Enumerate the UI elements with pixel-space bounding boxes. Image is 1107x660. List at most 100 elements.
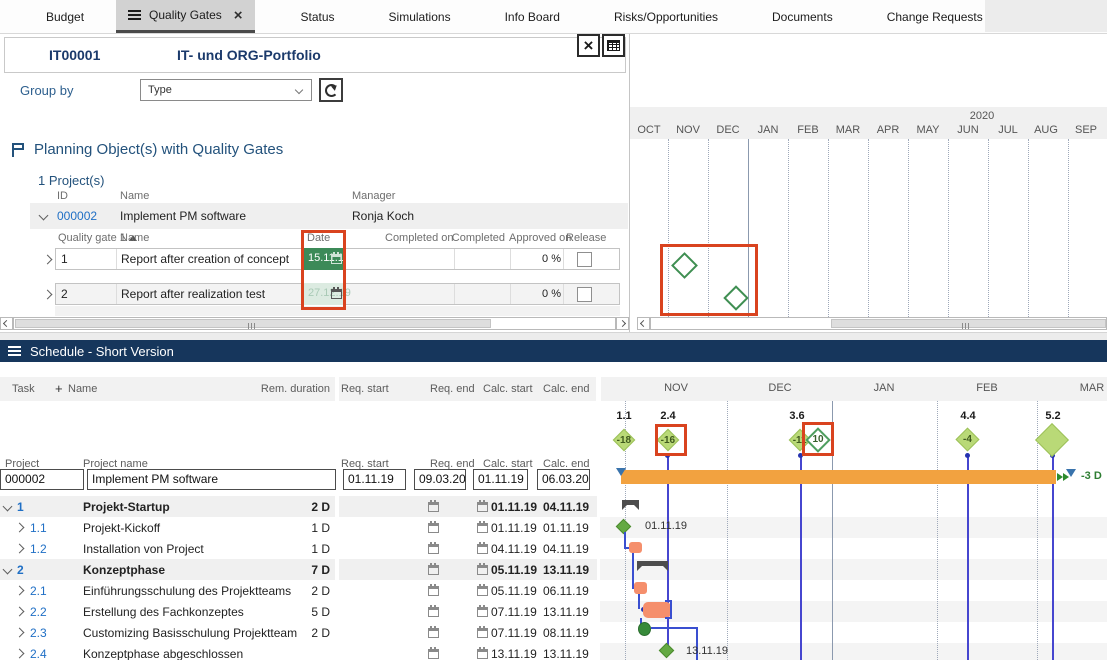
milestone-diamond[interactable]: -4 [955, 427, 980, 452]
horizontal-scrollbar[interactable] [13, 317, 616, 330]
milestone-diamond[interactable]: -18 [612, 428, 636, 452]
scrollbar-thumb[interactable] [15, 319, 491, 329]
calendar-icon[interactable] [477, 584, 488, 596]
calendar-icon[interactable] [428, 626, 439, 638]
project-name-input[interactable]: Implement PM software [87, 469, 336, 490]
task-bar[interactable] [629, 542, 642, 553]
task-calc-end: 04.11.19 [543, 500, 590, 514]
add-task-button[interactable]: + [55, 381, 63, 396]
menu-icon[interactable] [8, 350, 21, 352]
expand-icon[interactable] [14, 543, 25, 554]
gridline [1028, 139, 1029, 317]
calendar-icon[interactable] [477, 647, 488, 659]
task-calc-end: 01.11.19 [543, 521, 589, 535]
gate-col-header[interactable]: Quality gate 1 [58, 232, 137, 244]
task-number[interactable]: 2.2 [30, 605, 47, 619]
expand-icon[interactable] [14, 627, 25, 638]
tab-simulations[interactable]: Simulations [388, 9, 451, 24]
calendar-icon[interactable] [477, 500, 488, 512]
task-rem-duration: 5 D [311, 605, 330, 619]
date-column-highlight [301, 230, 346, 310]
expand-icon[interactable] [14, 585, 25, 596]
task-progress-oval[interactable] [638, 622, 651, 636]
expand-icon[interactable] [14, 648, 25, 659]
expand-gate-icon[interactable] [42, 254, 53, 265]
summary-bar[interactable] [622, 500, 639, 510]
calc-end-input[interactable]: 06.03.20 [537, 469, 590, 490]
expand-icon[interactable] [14, 606, 25, 617]
task-number[interactable]: 2.3 [30, 626, 47, 640]
tab-risks-opportunities[interactable]: Risks/Opportunities [613, 9, 718, 24]
calc-start-input[interactable]: 01.11.19 [473, 469, 528, 490]
scrollbar-thumb[interactable] [831, 319, 1106, 329]
task-number[interactable]: 1.2 [30, 542, 47, 556]
task-number[interactable]: 1.1 [30, 521, 47, 535]
milestone-stem [967, 455, 969, 660]
month-label: APR [876, 124, 900, 136]
calendar-icon[interactable] [428, 605, 439, 617]
expand-icon[interactable] [14, 522, 25, 533]
calendar-icon[interactable] [428, 521, 439, 533]
task-number[interactable]: 1 [17, 500, 24, 514]
task-row[interactable]: 2.3 Customizing Basisschulung Projekttea… [0, 622, 597, 643]
task-number[interactable]: 2 [17, 563, 24, 577]
scroll-left-button[interactable] [0, 317, 13, 330]
calendar-icon[interactable] [428, 647, 439, 659]
task-number[interactable]: 2.1 [30, 584, 47, 598]
calendar-icon[interactable] [477, 605, 488, 617]
task-row[interactable]: 2.4 Konzeptphase abgeschlossen 13.11.19 … [0, 643, 597, 660]
scroll-right-button[interactable] [616, 317, 629, 330]
task-row[interactable]: 2.2 Erstellung des Fachkonzeptes 5 D 07.… [0, 601, 597, 622]
tab-status[interactable]: Status [300, 9, 335, 24]
task-row[interactable]: 2.1 Einführungsschulung des Projektteams… [0, 580, 597, 601]
gate-date-cell[interactable]: 15.11.19 [304, 248, 350, 270]
tab-documents[interactable]: Documents [772, 9, 833, 24]
gantt-header-band [601, 377, 1107, 401]
calendar-icon[interactable] [477, 626, 488, 638]
req-start-input[interactable]: 01.11.19 [343, 469, 406, 490]
collapse-icon[interactable] [2, 501, 13, 512]
task-calc-start: 07.11.19 [491, 605, 537, 619]
project-id-link[interactable]: 000002 [57, 209, 98, 223]
req-end-input[interactable]: 09.03.20 [414, 469, 466, 490]
col-project-name: Project name [83, 458, 148, 470]
year-label: 2020 [969, 110, 995, 122]
close-icon[interactable]: × [233, 6, 243, 24]
gate-number: 1 [61, 252, 68, 266]
task-bar[interactable] [634, 582, 647, 594]
task-row[interactable]: 1.1 Projekt-Kickoff 1 D 01.11.19 01.11.1… [0, 517, 597, 538]
task-row[interactable]: 2 Konzeptphase 7 D 05.11.19 13.11.19 [0, 559, 597, 580]
tab-quality-gates[interactable]: Quality Gates × [116, 0, 255, 33]
calendar-icon[interactable] [477, 542, 488, 554]
summary-bar[interactable] [637, 561, 668, 571]
collapse-icon[interactable] [2, 564, 13, 575]
refresh-button[interactable] [319, 78, 343, 102]
project-summary-bar[interactable] [621, 470, 1056, 484]
horizontal-scrollbar[interactable] [650, 317, 1107, 330]
calendar-icon[interactable] [428, 584, 439, 596]
milestone-diamond[interactable] [1035, 423, 1069, 457]
tab-change-requests[interactable]: Change Requests [886, 9, 983, 24]
calendar-icon[interactable] [428, 542, 439, 554]
tab-budget[interactable]: Budget [46, 9, 85, 24]
calendar-icon[interactable] [428, 563, 439, 575]
calendar-icon[interactable] [428, 500, 439, 512]
delete-button[interactable]: × [577, 34, 600, 57]
gate-date-cell[interactable]: 27.12.19 [304, 283, 351, 305]
release-checkbox[interactable] [577, 287, 592, 302]
task-bar[interactable] [643, 602, 671, 618]
project-row[interactable] [30, 203, 628, 229]
tab-info-board[interactable]: Info Board [504, 9, 560, 24]
group-by-select[interactable]: Type [140, 79, 312, 101]
task-row[interactable]: 1 Projekt-Startup 2 D 01.11.19 04.11.19 [0, 496, 597, 517]
project-id-input[interactable]: 000002 [0, 469, 84, 490]
task-row[interactable]: 1.2 Installation von Project 1 D 04.11.1… [0, 538, 597, 559]
expand-gate-icon[interactable] [42, 289, 53, 300]
calendar-button[interactable] [602, 34, 625, 57]
calendar-icon[interactable] [477, 563, 488, 575]
task-number[interactable]: 2.4 [30, 647, 47, 660]
scroll-left-button[interactable] [637, 317, 650, 330]
release-checkbox[interactable] [577, 252, 592, 267]
month-label: AUG [1034, 124, 1058, 136]
calendar-icon[interactable] [477, 521, 488, 533]
